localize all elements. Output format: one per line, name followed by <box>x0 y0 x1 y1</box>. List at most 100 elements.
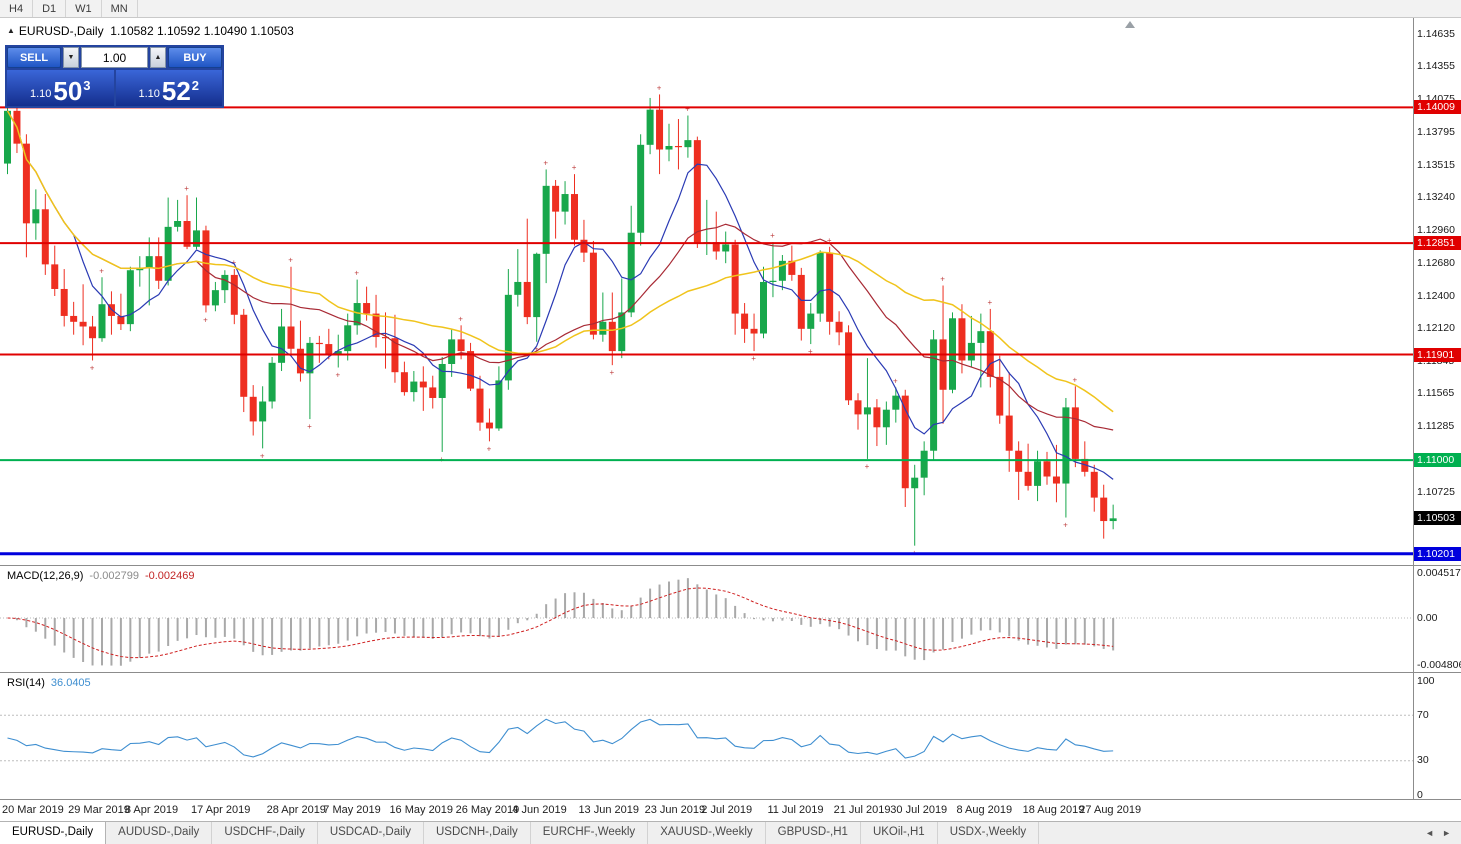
svg-text:+: + <box>288 256 293 265</box>
svg-text:+: + <box>543 158 548 167</box>
date-axis-label: 7 May 2019 <box>323 804 381 816</box>
timeframe-toolbar: H4 D1 W1 MN <box>0 0 1461 18</box>
volume-input[interactable] <box>81 47 148 68</box>
svg-text:+: + <box>893 376 898 385</box>
date-axis[interactable]: 20 Mar 2019 29 Mar 2019 8 Apr 2019 17 Apr 2… <box>0 800 1461 821</box>
axis-separator <box>1413 18 1414 799</box>
date-axis-label: 8 Apr 2019 <box>124 804 179 816</box>
macd-tick-label: -0.004806 <box>1417 658 1461 671</box>
price-tick-label: 1.11565 <box>1417 387 1455 400</box>
macd-tick-label: 0.004517 <box>1417 567 1461 580</box>
date-axis-label: 16 May 2019 <box>389 804 454 816</box>
price-level-badge: 1.11000 <box>1414 453 1461 468</box>
tab-scroll-left-icon[interactable]: ◄ <box>1425 828 1435 838</box>
svg-text:+: + <box>354 269 359 278</box>
panel-separator[interactable] <box>0 565 1461 566</box>
date-axis-label: 27 Aug 2019 <box>1079 804 1142 816</box>
chart-tab-audusd-daily[interactable]: AUDUSD-,Daily <box>106 822 213 844</box>
chart-title: ▲ EURUSD-,Daily 1.10582 1.10592 1.10490 1… <box>7 24 294 38</box>
timeframe-button-w1[interactable]: W1 <box>66 0 102 17</box>
rsi-label: RSI(14) 36.0405 <box>7 677 91 689</box>
price-tick-label: 1.11285 <box>1417 420 1455 433</box>
svg-text:+: + <box>865 462 870 471</box>
buy-price-button[interactable]: 1.10 52 2 <box>115 70 222 106</box>
price-tick-label: 1.12960 <box>1417 223 1455 236</box>
svg-text:+: + <box>657 83 662 92</box>
chart-tab-bar: EURUSD-,Daily AUDUSD-,Daily USDCHF-,Daily U… <box>0 821 1461 844</box>
candlestick-chart[interactable]: ++++++++++++++++++++++++++++++ <box>0 18 1413 565</box>
svg-text:+: + <box>808 347 813 356</box>
macd-label: MACD(12,26,9) -0.002799 -0.002469 <box>7 570 195 582</box>
timeframe-button-h4[interactable]: H4 <box>0 0 34 17</box>
rsi-indicator-panel[interactable] <box>0 673 1413 799</box>
one-click-collapse-icon[interactable]: ▲ <box>7 26 15 35</box>
macd-axis: 0.004517 0.00 -0.004806 <box>1414 566 1461 672</box>
rsi-value: 36.0405 <box>50 677 91 689</box>
macd-main-value: -0.002799 <box>89 570 139 582</box>
chart-tabs: EURUSD-,Daily AUDUSD-,Daily USDCHF-,Daily U… <box>0 822 1040 844</box>
date-axis-label: 21 Jul 2019 <box>833 804 891 816</box>
sell-price-whole: 1.10 <box>29 88 52 100</box>
date-axis-label: 17 Apr 2019 <box>191 804 251 816</box>
svg-text:+: + <box>335 371 340 380</box>
chart-tab-xauusd-weekly[interactable]: XAUUSD-,Weekly <box>648 822 766 844</box>
chart-tab-usdchf-daily[interactable]: USDCHF-,Daily <box>212 822 318 844</box>
svg-text:+: + <box>90 363 95 372</box>
date-axis-label: 26 May 2019 <box>455 804 520 816</box>
svg-text:+: + <box>572 163 577 172</box>
macd-indicator-panel[interactable] <box>0 566 1413 672</box>
chart-shift-marker-icon[interactable] <box>1125 21 1135 28</box>
date-axis-label: 11 Jul 2019 <box>767 804 824 816</box>
tab-scroll-controls: ◄ ► <box>1415 822 1461 844</box>
chart-tab-ukoil-h1[interactable]: UKOil-,H1 <box>861 822 938 844</box>
rsi-name: RSI(14) <box>7 677 45 689</box>
svg-text:+: + <box>988 298 993 307</box>
macd-chart[interactable] <box>0 566 1413 672</box>
sell-price-button[interactable]: 1.10 50 3 <box>7 70 114 106</box>
rsi-axis: 100 70 30 0 <box>1414 673 1461 801</box>
svg-text:+: + <box>940 274 945 283</box>
price-level-badge: 1.14009 <box>1414 100 1461 115</box>
price-level-badge: 1.11901 <box>1414 347 1461 362</box>
svg-text:+: + <box>487 444 492 453</box>
price-tick-label: 1.12120 <box>1417 322 1455 335</box>
timeframe-button-d1[interactable]: D1 <box>33 0 67 17</box>
price-axis[interactable]: 1.14635 1.14355 1.14075 1.13795 1.13515 1.132… <box>1414 18 1461 565</box>
date-axis-label: 2 Jul 2019 <box>701 804 753 816</box>
svg-text:+: + <box>534 345 539 354</box>
svg-text:+: + <box>610 368 615 377</box>
chart-symbol-label: EURUSD-,Daily <box>18 24 104 38</box>
date-axis-label: 13 Jun 2019 <box>578 804 639 816</box>
buy-price-pips: 52 <box>161 76 191 106</box>
svg-text:+: + <box>751 354 756 363</box>
date-axis-label: 8 Aug 2019 <box>956 804 1013 816</box>
timeframe-button-mn[interactable]: MN <box>102 0 138 17</box>
chart-tab-eurchf-weekly[interactable]: EURCHF-,Weekly <box>531 822 649 844</box>
main-price-chart[interactable]: ++++++++++++++++++++++++++++++ <box>0 18 1413 565</box>
volume-increase-button[interactable]: ▲ <box>150 47 166 68</box>
chart-tab-usdcnh-daily[interactable]: USDCNH-,Daily <box>424 822 531 844</box>
date-axis-label: 29 Mar 2019 <box>68 804 130 816</box>
chart-tab-eurusd-daily[interactable]: EURUSD-,Daily <box>0 822 107 844</box>
tab-scroll-right-icon[interactable]: ► <box>1442 828 1451 838</box>
chart-ohlc-values: 1.10582 1.10592 1.10490 1.10503 <box>110 24 294 38</box>
sell-button[interactable]: SELL <box>7 47 61 68</box>
buy-price-point: 2 <box>191 78 200 93</box>
sell-price-point: 3 <box>83 78 91 93</box>
svg-text:+: + <box>203 315 208 324</box>
price-tick-label: 1.13240 <box>1417 191 1455 204</box>
price-tick-label: 1.10725 <box>1417 485 1455 498</box>
svg-text:+: + <box>1073 375 1078 384</box>
rsi-chart[interactable] <box>0 673 1413 799</box>
panel-separator[interactable] <box>0 672 1461 673</box>
volume-decrease-button[interactable]: ▼ <box>63 47 79 68</box>
chart-tab-usdx-weekly[interactable]: USDX-,Weekly <box>938 822 1040 844</box>
chart-tab-usdcad-daily[interactable]: USDCAD-,Daily <box>318 822 424 844</box>
buy-price-whole: 1.10 <box>138 88 160 100</box>
buy-button[interactable]: BUY <box>168 47 222 68</box>
panel-separator[interactable] <box>0 799 1461 800</box>
svg-text:+: + <box>770 231 775 240</box>
chart-tab-gbpusd-h1[interactable]: GBPUSD-,H1 <box>766 822 861 844</box>
date-axis-label: 23 Jun 2019 <box>644 804 706 816</box>
